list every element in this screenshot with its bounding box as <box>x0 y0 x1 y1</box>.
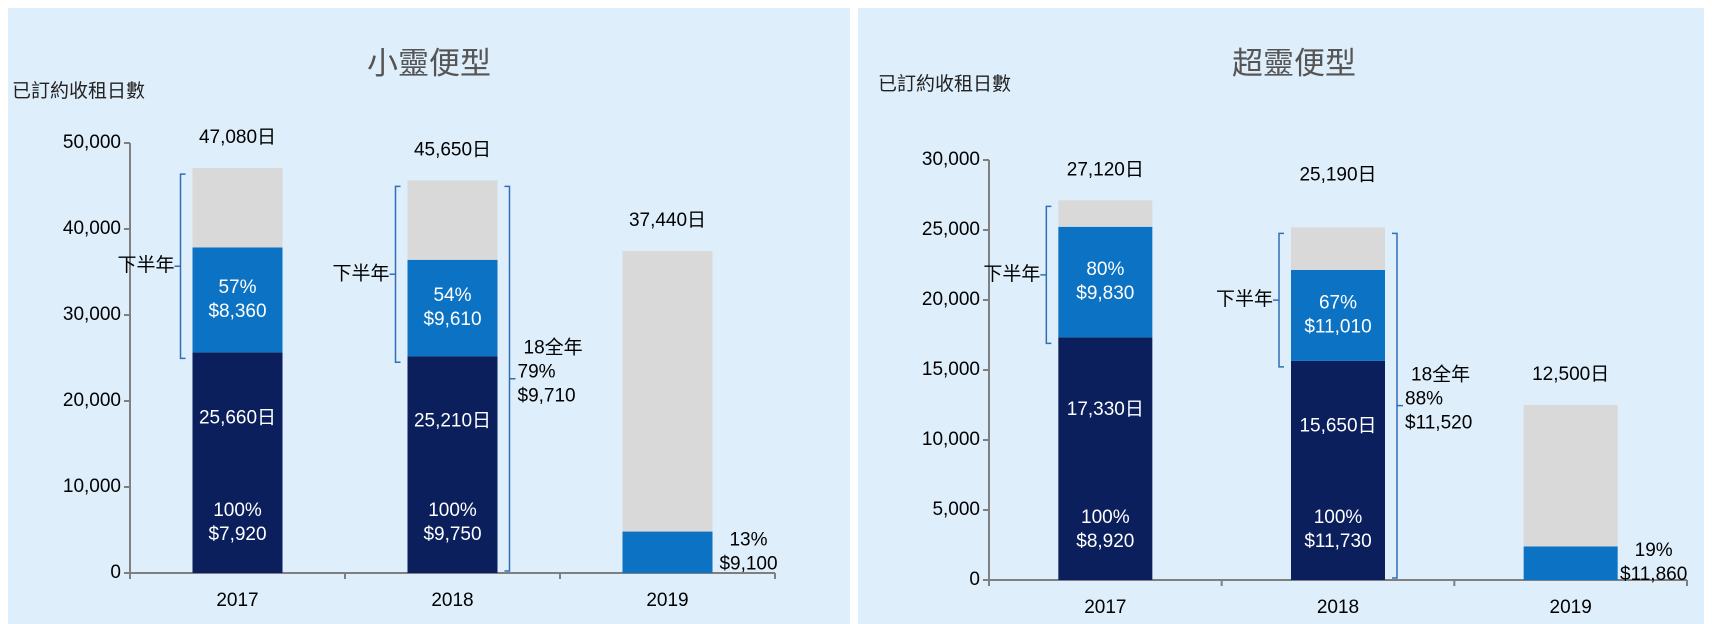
chart-title: 小靈便型 <box>367 46 491 81</box>
segment-rate-label: 100% <box>1314 507 1363 528</box>
y-tick-label: 10,000 <box>922 429 980 450</box>
bar-segment <box>192 247 283 353</box>
bar-segment <box>1058 337 1153 580</box>
full-year-price: $11,520 <box>1405 413 1472 434</box>
y-tick-label: 5,000 <box>932 499 980 520</box>
total-label: 37,440日 <box>629 210 706 231</box>
y-tick-label: 30,000 <box>63 304 121 325</box>
bar-segment <box>622 531 713 573</box>
bar-segment <box>192 352 283 573</box>
segment-rate-label: $11,010 <box>1304 316 1371 337</box>
segment-rate-label: $7,920 <box>208 524 266 545</box>
half-year-label: 下半年 <box>1216 288 1273 310</box>
bar-segment <box>1291 360 1385 580</box>
y-tick-label: 20,000 <box>922 289 980 310</box>
bar-segment <box>1291 269 1385 361</box>
segment-rate-label: $9,830 <box>1076 283 1134 304</box>
segment-rate-label: $11,730 <box>1304 531 1371 552</box>
segment-rate-label: $9,750 <box>423 524 481 545</box>
y-tick-label: 20,000 <box>63 390 121 411</box>
segment-value-label: 25,210日 <box>414 410 491 431</box>
y-axis-label: 已訂約收租日數 <box>878 73 1011 95</box>
half-year-bracket <box>1040 205 1052 345</box>
half-year-label: 下半年 <box>117 254 174 276</box>
bar-segment <box>1058 200 1153 227</box>
full-year-bracket <box>504 185 516 572</box>
y-tick-label: 40,000 <box>63 218 121 239</box>
total-label: 27,120日 <box>1067 159 1144 180</box>
y-tick-label: 50,000 <box>63 132 121 153</box>
y-tick-label: 0 <box>110 562 121 583</box>
y-tick-label: 10,000 <box>63 476 121 497</box>
full-year-price: $9,710 <box>518 386 576 407</box>
bar-segment <box>407 259 498 357</box>
total-label: 12,500日 <box>1532 364 1609 385</box>
segment-rate-label: 13% <box>729 529 767 550</box>
y-tick-label: 0 <box>969 569 980 590</box>
segment-rate-label: $11,860 <box>1620 564 1687 585</box>
segment-rate-label: $9,100 <box>719 553 777 574</box>
full-year-rate: 88% <box>1405 389 1443 410</box>
half-year-bracket <box>1273 232 1284 368</box>
bar-segment <box>407 356 498 573</box>
segment-rate-label: $9,610 <box>423 309 481 330</box>
bar-segment <box>192 168 283 248</box>
half-year-label: 下半年 <box>983 263 1040 285</box>
bar-segment <box>622 251 713 532</box>
full-year-label: 18全年 <box>1411 364 1470 386</box>
segment-value-label: 15,650日 <box>1299 416 1376 437</box>
segment-rate-label: 19% <box>1635 540 1673 561</box>
segment-rate-label: 100% <box>1081 507 1130 528</box>
segment-rate-label: 80% <box>1086 259 1124 280</box>
bar-segment <box>407 180 498 260</box>
segment-value-label: 25,660日 <box>199 408 276 429</box>
segment-rate-label: 100% <box>213 500 262 521</box>
half-year-bracket <box>174 173 186 360</box>
segment-value-label: 17,330日 <box>1067 399 1144 420</box>
total-label: 25,190日 <box>1299 164 1376 185</box>
segment-rate-label: 54% <box>433 285 471 306</box>
y-axis-label: 已訂約收租日數 <box>12 80 145 102</box>
chart-title: 超靈便型 <box>1232 46 1356 81</box>
segment-rate-label: 67% <box>1319 292 1357 313</box>
bar-segment <box>1523 546 1618 580</box>
full-year-label: 18全年 <box>524 337 583 359</box>
segment-rate-label: 57% <box>218 277 256 298</box>
segment-rate-label: $8,920 <box>1076 531 1134 552</box>
bar-segment <box>1058 226 1153 338</box>
x-tick-label: 2019 <box>1550 597 1592 618</box>
x-tick-label: 2018 <box>431 590 473 611</box>
full-year-rate: 79% <box>518 362 556 383</box>
y-tick-label: 30,000 <box>922 149 980 170</box>
bar-segment <box>1523 405 1618 547</box>
y-tick-label: 15,000 <box>922 359 980 380</box>
x-tick-label: 2017 <box>1084 597 1126 618</box>
y-tick-label: 25,000 <box>922 219 980 240</box>
x-tick-label: 2018 <box>1317 597 1359 618</box>
half-year-label: 下半年 <box>332 262 389 284</box>
half-year-bracket <box>389 185 401 363</box>
x-tick-label: 2019 <box>646 590 688 611</box>
segment-rate-label: 100% <box>428 500 477 521</box>
total-label: 47,080日 <box>199 127 276 148</box>
bar-segment <box>1291 227 1385 270</box>
segment-rate-label: $8,360 <box>208 301 266 322</box>
x-tick-label: 2017 <box>216 590 258 611</box>
full-year-bracket <box>1392 232 1403 579</box>
total-label: 45,650日 <box>414 139 491 160</box>
